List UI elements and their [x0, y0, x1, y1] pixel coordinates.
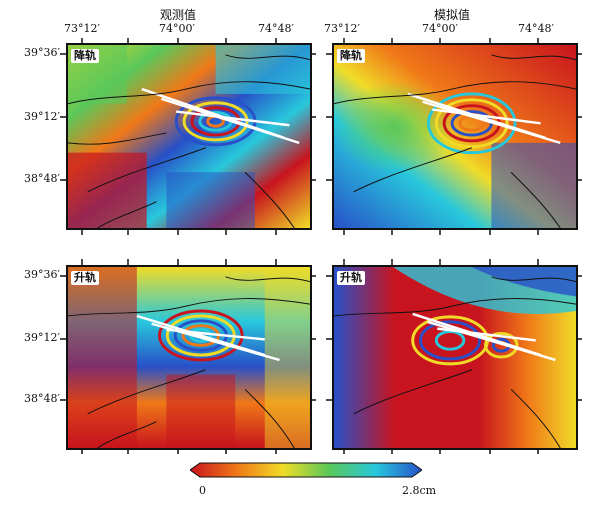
interferogram-image [334, 267, 576, 448]
lon-tick-label: 73°12′ [64, 22, 100, 35]
panel-label: 升轨 [71, 271, 99, 285]
lon-tick-label: 74°48′ [258, 22, 294, 35]
interferogram-image [68, 267, 310, 448]
lon-tick-label: 74°48′ [518, 22, 554, 35]
panel-simulated-descending: 降轨 [332, 43, 578, 230]
panel-label: 降轨 [337, 49, 365, 63]
lat-tick-label: 38°48′ [24, 392, 60, 405]
lat-tick-label: 39°12′ [24, 331, 60, 344]
lat-tick-label: 39°12′ [24, 110, 60, 123]
column-title-observed: 观测值 [159, 8, 196, 22]
lon-tick-label: 73°12′ [324, 22, 360, 35]
interferogram-image [68, 45, 310, 228]
lon-tick-label: 74°00′ [422, 22, 458, 35]
panel-observed-ascending: 升轨 [66, 265, 312, 450]
panel-label: 降轨 [71, 49, 99, 63]
column-title-simulated: 模拟值 [433, 8, 470, 22]
lat-tick-label: 39°36′ [24, 268, 60, 281]
colorbar-min-label: 0 [199, 484, 206, 497]
panel-label: 升轨 [337, 271, 365, 285]
lat-tick-label: 39°36′ [24, 46, 60, 59]
panel-observed-descending: 降轨 [66, 43, 312, 230]
colorbar-max-label: 2.8cm [402, 484, 437, 497]
lat-tick-label: 38°48′ [24, 172, 60, 185]
colorbar [190, 462, 422, 478]
panel-simulated-ascending: 升轨 [332, 265, 578, 450]
interferogram-image [334, 45, 576, 228]
lon-tick-label: 74°00′ [159, 22, 195, 35]
